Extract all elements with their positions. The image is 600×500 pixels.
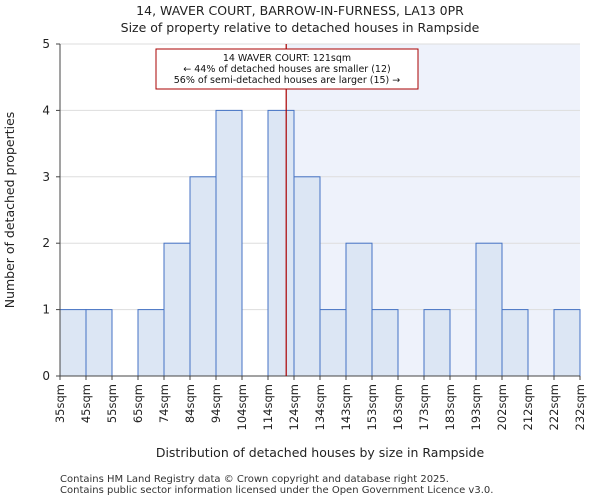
bar-173sqm: [423, 309, 451, 377]
chart-title-line1: 14, WAVER COURT, BARROW-IN-FURNESS, LA13…: [136, 3, 464, 18]
annotation-line-3: 56% of semi-detached houses are larger (…: [174, 75, 401, 86]
chart-area: 0 1 2 3 4 5 35sqm 45sqm 55sqm 65sqm 74sqm 84sqm 94sq…: [2, 37, 587, 460]
bar-84sqm: [189, 176, 217, 377]
y-tick-label: 1: [42, 303, 50, 317]
x-tick-label: 84sqm: [183, 384, 197, 423]
annotation-line-1: 14 WAVER COURT: 121sqm: [223, 53, 351, 64]
x-tick-label: 183sqm: [443, 384, 457, 430]
x-tick-label: 143sqm: [339, 384, 353, 430]
bar-193sqm: [475, 242, 503, 377]
annotation-line-2: ← 44% of detached houses are smaller (12…: [183, 64, 390, 75]
x-axis-title: Distribution of detached houses by size …: [156, 445, 485, 460]
x-tick-label: 134sqm: [313, 384, 327, 430]
bar-74sqm: [163, 242, 191, 377]
x-tick-label: 65sqm: [131, 384, 145, 423]
y-tick-label: 4: [42, 103, 50, 117]
footer-licence: Contains public sector information licen…: [60, 485, 494, 496]
x-tick-label: 153sqm: [365, 384, 379, 430]
bar-202sqm: [501, 309, 529, 377]
bar-65sqm: [137, 309, 165, 377]
annotation-box: [155, 48, 419, 90]
x-tick-label: 212sqm: [521, 384, 535, 430]
x-tick-label: 35sqm: [53, 384, 67, 423]
bar-153sqm: [371, 309, 399, 377]
bar-45sqm: [85, 309, 113, 377]
y-tick-label: 0: [42, 369, 50, 383]
bar-94sqm: [215, 109, 243, 377]
bar-143sqm: [345, 242, 373, 377]
bar-124sqm: [293, 176, 321, 377]
y-axis-title: Number of detached properties: [2, 112, 17, 309]
x-tick-label: 173sqm: [417, 384, 431, 430]
bar-114sqm: [267, 109, 295, 377]
x-tick-label: 104sqm: [235, 384, 249, 430]
x-tick-label: 55sqm: [105, 384, 119, 423]
x-tick-label: 232sqm: [573, 384, 587, 430]
bar-35sqm: [59, 309, 87, 377]
x-tick-label: 45sqm: [79, 384, 93, 423]
y-tick-label: 3: [42, 170, 50, 184]
x-tick-label: 94sqm: [209, 384, 223, 423]
x-tick-label: 124sqm: [287, 384, 301, 430]
chart-title-line2: Size of property relative to detached ho…: [120, 20, 480, 35]
x-tick-label: 114sqm: [261, 384, 275, 430]
y-tick-label: 5: [42, 37, 50, 51]
footer-copyright: Contains HM Land Registry data © Crown c…: [60, 474, 449, 485]
x-tick-label: 74sqm: [157, 384, 171, 423]
bar-134sqm: [319, 309, 347, 377]
x-tick-label: 222sqm: [547, 384, 561, 430]
y-tick-label: 2: [42, 236, 50, 250]
x-tick-label: 163sqm: [391, 384, 405, 430]
bar-222sqm: [553, 309, 581, 377]
x-tick-label: 202sqm: [495, 384, 509, 430]
x-tick-label: 193sqm: [469, 384, 483, 430]
